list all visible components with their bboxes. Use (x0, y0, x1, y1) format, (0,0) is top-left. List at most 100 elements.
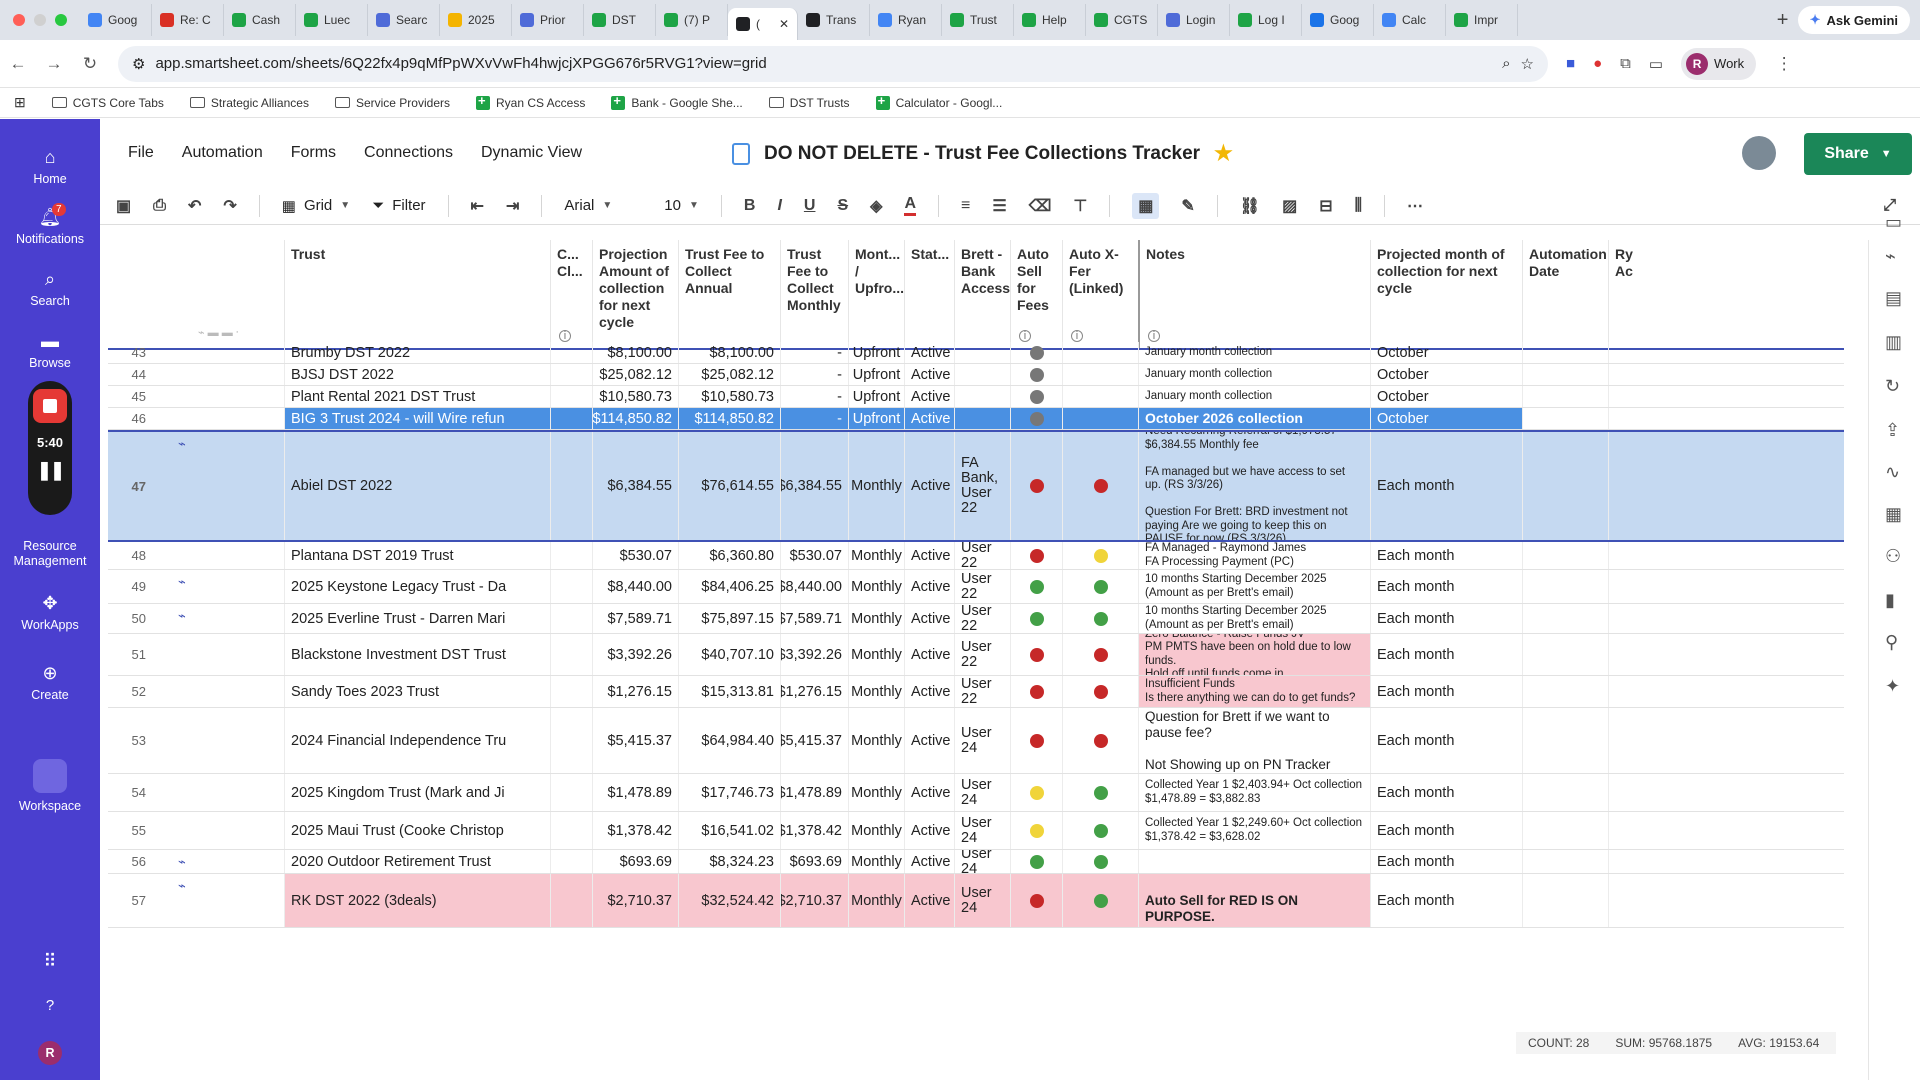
info-icon[interactable]: i (559, 330, 571, 342)
more-options-icon[interactable]: ⋯ (1407, 197, 1423, 215)
cell-monthly[interactable]: - (780, 364, 848, 385)
cell-proj[interactable]: $530.07 (592, 542, 678, 569)
nav-browse[interactable]: ▬ Browse (0, 331, 100, 370)
row-number[interactable]: 49 (131, 579, 146, 594)
cell-status[interactable]: Active (904, 774, 954, 811)
cell-status[interactable]: Active (904, 570, 954, 603)
menu-file[interactable]: File (128, 144, 154, 161)
menu-forms[interactable]: Forms (290, 144, 337, 161)
cell-annual[interactable]: $15,313.81 (678, 676, 780, 707)
browser-tab[interactable]: Help (1014, 4, 1086, 36)
app-launcher-icon[interactable]: ⠿ (43, 951, 57, 971)
nav-resource-management[interactable]: Resource Management (0, 539, 100, 569)
cell-projected[interactable]: Each month (1370, 604, 1522, 633)
nav-notifications[interactable]: 🔔︎ 7 Notifications (0, 203, 100, 246)
cell-empty[interactable] (1608, 364, 1648, 385)
close-window-button[interactable] (13, 14, 25, 26)
cell-notes[interactable] (1138, 850, 1370, 873)
filter-button[interactable]: ⏷ Filter (372, 197, 425, 214)
menu-automation[interactable]: Automation (181, 144, 263, 161)
cell-proj[interactable]: $8,440.00 (592, 570, 678, 603)
attachment-icon[interactable]: ⌁ (178, 608, 186, 623)
cell-brett[interactable]: FA Bank, User 22 (954, 432, 1010, 540)
cell-monthly[interactable]: $7,589.71 (780, 604, 848, 633)
url-field[interactable]: ⚙ app.smartsheet.com/sheets/6Q22fx4p9qMf… (118, 45, 1548, 82)
cell-projected[interactable]: October (1370, 364, 1522, 385)
cell-empty[interactable] (1522, 676, 1608, 707)
row-number[interactable]: 53 (131, 733, 146, 748)
attachment-icon[interactable]: ⌁ (178, 436, 186, 451)
cell-sell[interactable] (1010, 364, 1062, 385)
cell-empty[interactable] (550, 676, 592, 707)
cell-empty[interactable] (550, 432, 592, 540)
wrap-text-icon[interactable]: ☰ (992, 197, 1007, 215)
undo-icon[interactable]: ↶ (187, 197, 202, 215)
cell-notes[interactable]: Insufficient Funds Is there anything we … (1138, 676, 1370, 707)
column-header-month[interactable]: Mont... / Upfro... (848, 240, 904, 348)
cell-empty[interactable] (550, 634, 592, 675)
row-number[interactable]: 56 (131, 854, 146, 869)
cell-empty[interactable] (550, 812, 592, 849)
browser-tab[interactable]: Trust (942, 4, 1014, 36)
row-number[interactable]: 44 (131, 367, 146, 382)
extension-shield-icon[interactable]: ■ (1566, 55, 1576, 72)
browser-tab[interactable]: (✕ (728, 8, 798, 40)
browser-tab[interactable]: Luec (296, 4, 368, 36)
cell-trust[interactable]: RK DST 2022 (3deals) (284, 874, 550, 927)
cell-projected[interactable]: October (1370, 342, 1522, 363)
cell-monthly[interactable]: $6,384.55 (780, 432, 848, 540)
indent-icon[interactable]: ⇥ (505, 197, 520, 215)
cell-trust[interactable]: 2025 Everline Trust - Darren Mari (284, 604, 550, 633)
cell-projected[interactable]: Each month (1370, 542, 1522, 569)
cell-xfer[interactable] (1062, 850, 1138, 873)
cell-proj[interactable]: $7,589.71 (592, 604, 678, 633)
connector-icon[interactable]: ⚲ (1885, 632, 1899, 652)
help-icon[interactable]: ? (45, 997, 55, 1014)
cell-sell[interactable] (1010, 874, 1062, 927)
expand-icon[interactable]: ⤢ (1883, 196, 1896, 214)
cell-status[interactable]: Active (904, 342, 954, 363)
cell-annual[interactable]: $17,746.73 (678, 774, 780, 811)
cell-status[interactable]: Active (904, 812, 954, 849)
cell-brett[interactable]: User 24 (954, 874, 1010, 927)
extensions-puzzle-icon[interactable]: ⧉ (1620, 55, 1631, 72)
cell-proj[interactable]: $2,710.37 (592, 874, 678, 927)
cell-sell[interactable] (1010, 604, 1062, 633)
cell-projected[interactable]: Each month (1370, 812, 1522, 849)
comments-icon[interactable]: ▭ (1885, 212, 1903, 232)
table-row[interactable]: 56 ⌁ 2020 Outdoor Retirement Trust $693.69 $… (108, 850, 1844, 874)
cell-trust[interactable]: BIG 3 Trust 2024 - will Wire refun (284, 408, 550, 429)
format-painter-icon[interactable]: ⊤ (1073, 197, 1088, 215)
summary-icon[interactable]: ▥ (1885, 332, 1903, 352)
browser-tab[interactable]: 2025 (440, 4, 512, 36)
cell-empty[interactable] (1522, 812, 1608, 849)
table-row[interactable]: 45 Plant Rental 2021 DST Trust $10,580.73 $… (108, 386, 1844, 408)
browser-menu-icon[interactable]: ⋮ (1775, 53, 1793, 73)
cell-mode[interactable]: Monthly (848, 634, 904, 675)
bookmark-strategic-alliances[interactable]: Strategic Alliances (189, 96, 309, 110)
cell-annual[interactable]: $32,524.42 (678, 874, 780, 927)
cell-notes[interactable]: Zero Balance - Raise Funds JV PM PMTS ha… (1138, 634, 1370, 675)
cell-notes[interactable]: Question for Brett if we want to pause f… (1138, 708, 1370, 773)
table-row[interactable]: 53 2024 Financial Independence Tru $5,415.… (108, 708, 1844, 774)
cell-mode[interactable]: Upfront (848, 408, 904, 429)
attachment-icon[interactable]: ⌁ (178, 574, 186, 589)
favorite-star-icon[interactable]: ★ (1214, 142, 1233, 165)
column-header-automation-date[interactable]: Automation Date (1522, 240, 1608, 348)
chart-icon[interactable]: ▮ (1885, 590, 1895, 610)
cell-status[interactable]: Active (904, 850, 954, 873)
cell-trust[interactable]: 2025 Maui Trust (Cooke Christop (284, 812, 550, 849)
table-row[interactable]: 46 BIG 3 Trust 2024 - will Wire refun $114… (108, 408, 1844, 430)
cell-empty[interactable] (1522, 634, 1608, 675)
cell-monthly[interactable]: $1,378.42 (780, 812, 848, 849)
cell-monthly[interactable]: - (780, 342, 848, 363)
cell-empty[interactable] (1608, 850, 1648, 873)
bookmark-bank-google-sheets[interactable]: Bank - Google She... (611, 93, 743, 110)
cell-notes[interactable]: Need Recurring Referral of $1,973.57 $6,… (1138, 432, 1370, 540)
cell-sell[interactable] (1010, 708, 1062, 773)
cell-empty[interactable] (1522, 570, 1608, 603)
image-icon[interactable]: ▨ (1282, 197, 1298, 215)
share-button[interactable]: Share ▼ (1804, 133, 1912, 175)
row-number[interactable]: 43 (131, 345, 146, 360)
cell-notes[interactable]: 10 months Starting December 2025 (Amount… (1138, 604, 1370, 633)
